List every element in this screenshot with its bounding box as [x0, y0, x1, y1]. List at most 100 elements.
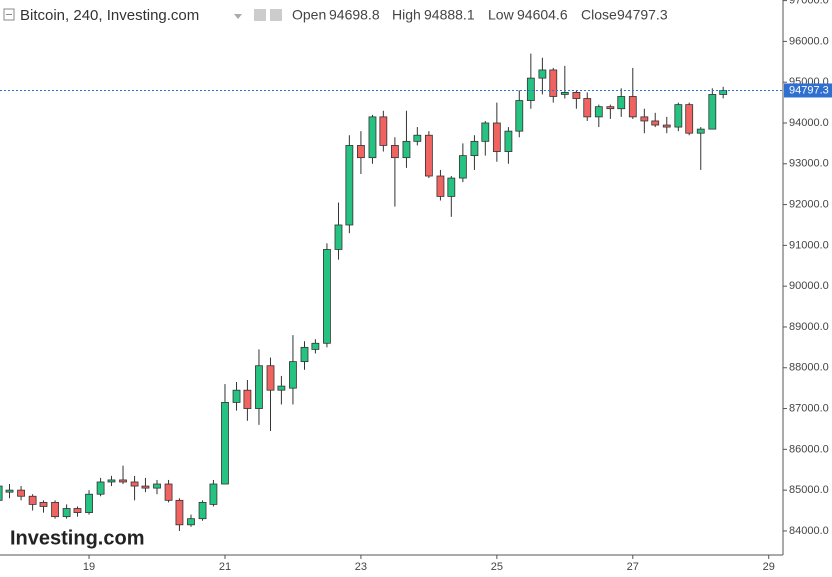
candle-body	[51, 501, 59, 518]
y-tick-label: 91000.0	[789, 239, 829, 251]
candle-body	[368, 116, 377, 159]
candle-body	[119, 479, 127, 483]
eye-icon[interactable]	[254, 9, 266, 21]
candle-body	[504, 130, 513, 152]
settings-icon[interactable]	[270, 9, 282, 21]
candle-body	[470, 140, 479, 157]
x-tick-label: 29	[763, 561, 775, 573]
candle-body	[221, 402, 229, 485]
candle-body	[379, 116, 388, 146]
candle-body	[447, 177, 456, 197]
candle-body	[617, 96, 626, 110]
candle-body	[526, 77, 535, 101]
y-tick-label: 85000.0	[789, 484, 829, 496]
ohlc-value: 94797.3	[617, 7, 668, 23]
candle-body	[141, 485, 150, 489]
last-price-label: 94797.3	[789, 84, 829, 96]
x-tick-label: 25	[491, 561, 503, 573]
collapse-icon[interactable]	[3, 8, 15, 21]
candle-body	[583, 98, 592, 118]
ohlc-label: Open	[292, 7, 326, 23]
x-tick-label: 23	[355, 561, 367, 573]
candle-body	[187, 518, 195, 526]
y-tick-label: 92000.0	[789, 198, 829, 210]
y-tick-label: 88000.0	[789, 362, 829, 374]
candle-body	[357, 145, 365, 159]
candle-body	[311, 342, 320, 350]
candle-body	[696, 128, 705, 134]
candle-body	[424, 134, 433, 177]
candle-body	[198, 501, 207, 520]
candle-body	[515, 100, 524, 132]
candle-body	[62, 508, 71, 518]
candle-body	[628, 96, 637, 118]
candle-body	[538, 69, 547, 79]
ohlc-label: Low	[488, 7, 515, 23]
candle-body	[436, 175, 445, 197]
ohlc-value: 94698.8	[329, 7, 380, 23]
chart-title: Bitcoin, 240, Investing.com	[20, 7, 199, 24]
candle-body	[153, 483, 161, 489]
ohlc-label: Close	[581, 7, 617, 23]
y-tick-label: 94000.0	[789, 117, 829, 129]
candle-body	[243, 389, 252, 409]
candle-body	[232, 389, 241, 403]
watermark: Investing.com	[10, 527, 144, 549]
candle-body	[28, 495, 37, 505]
y-tick-label: 90000.0	[789, 280, 829, 292]
candle-body	[402, 140, 411, 159]
candle-body	[549, 69, 558, 97]
candle-body	[334, 224, 343, 250]
candle-body	[5, 489, 14, 493]
title-dropdown[interactable]	[234, 14, 242, 19]
candle-body	[560, 91, 569, 95]
y-tick-label: 87000.0	[789, 402, 829, 414]
y-tick-label: 93000.0	[789, 158, 829, 170]
candle-body	[323, 249, 331, 344]
candle-body	[73, 508, 82, 513]
candle-body	[96, 481, 105, 495]
candle-body	[255, 365, 263, 409]
candle-body	[413, 134, 422, 142]
ohlc-label: High	[392, 7, 421, 23]
candle-body	[289, 361, 297, 389]
y-tick-label: 96000.0	[789, 35, 829, 47]
candle-body	[651, 120, 660, 126]
candle-body	[492, 122, 501, 152]
ohlc-value: 94604.6	[517, 7, 568, 23]
y-tick-label: 84000.0	[789, 525, 829, 537]
x-tick-label: 27	[627, 561, 639, 573]
x-tick-label: 21	[219, 561, 231, 573]
candle-body	[481, 122, 490, 142]
candle-body	[572, 91, 581, 99]
candle-body	[39, 501, 48, 507]
candle-body	[300, 346, 309, 363]
last-price-box	[784, 83, 832, 98]
candle-body	[277, 385, 286, 391]
candle-body	[708, 94, 717, 130]
candle-body	[674, 104, 683, 128]
candle-body	[606, 106, 615, 110]
candle-body	[685, 104, 694, 134]
y-tick-label: 97000.0	[789, 0, 829, 7]
candle-body	[662, 124, 671, 128]
candle-body	[164, 483, 173, 501]
ohlc-value: 94888.1	[424, 7, 475, 23]
candle-body	[458, 155, 467, 179]
candle-body	[594, 106, 603, 118]
candle-body	[345, 145, 354, 226]
candle-body	[130, 481, 139, 487]
candle-body	[266, 365, 275, 391]
candle-body	[85, 493, 93, 513]
candle-body	[17, 489, 25, 497]
y-tick-label: 89000.0	[789, 321, 829, 333]
candle-body	[719, 90, 728, 95]
candle-body	[640, 116, 649, 122]
candle-body	[209, 483, 218, 505]
candle-body	[0, 485, 3, 501]
candle-body	[107, 479, 116, 483]
x-tick-label: 19	[83, 561, 95, 573]
y-tick-label: 86000.0	[789, 443, 829, 455]
